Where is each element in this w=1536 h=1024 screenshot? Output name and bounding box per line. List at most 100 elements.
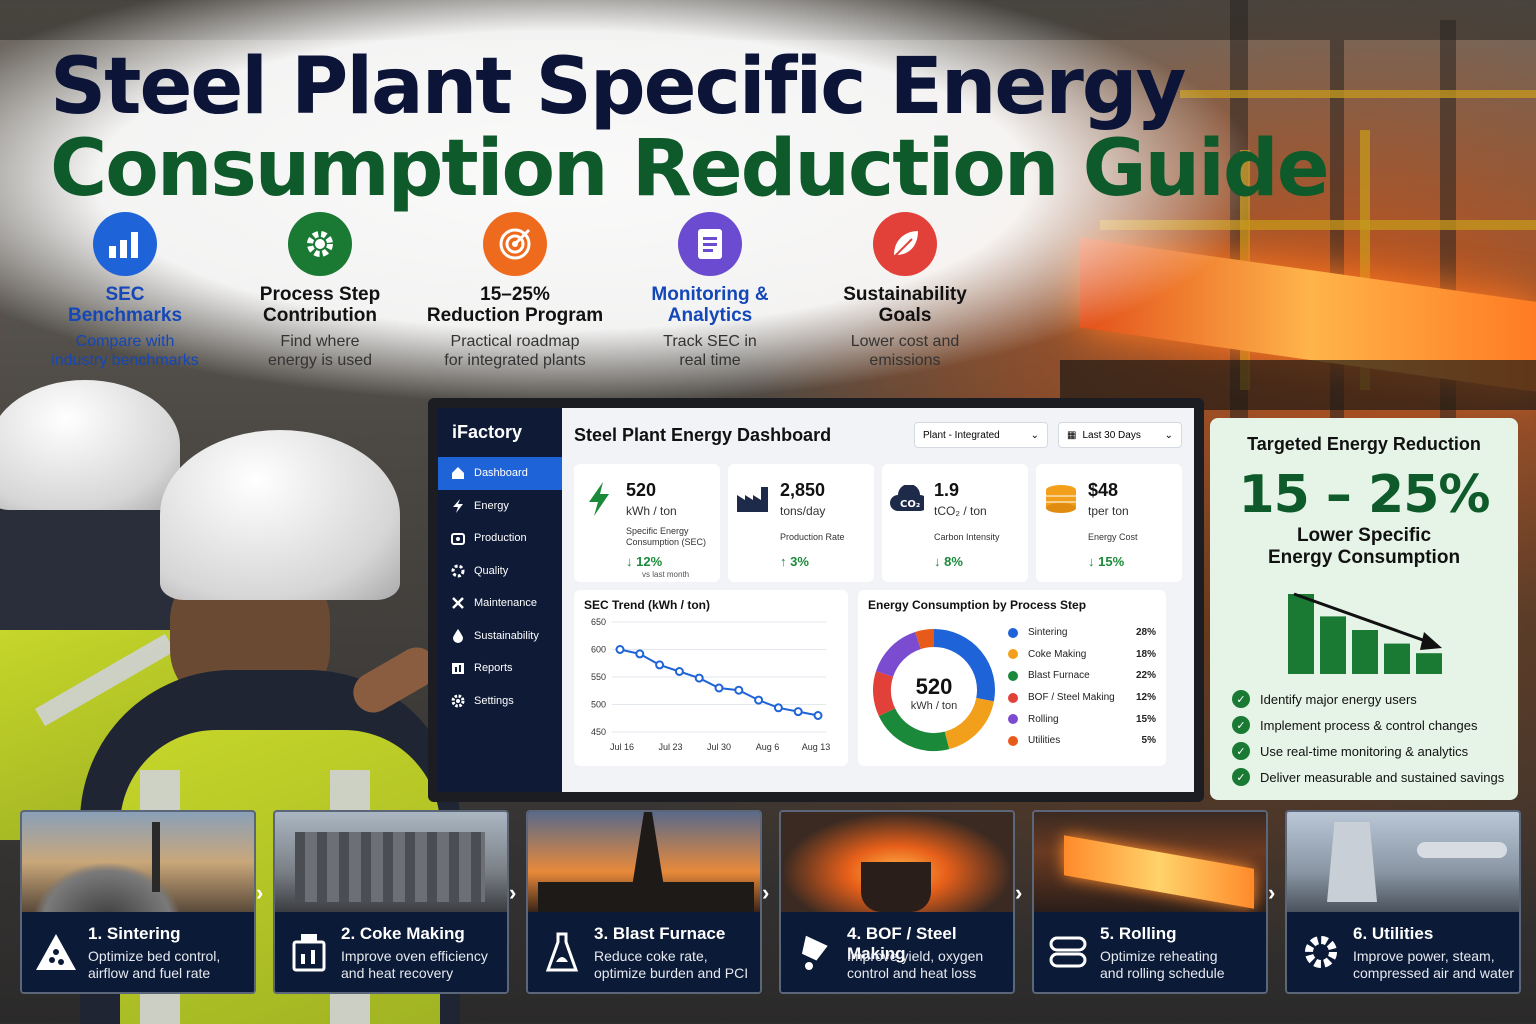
chevron-down-icon: ⌄ bbox=[1030, 429, 1039, 441]
data-point bbox=[793, 707, 803, 717]
legend-label: Utilities bbox=[1028, 735, 1061, 747]
legend-percent: 22% bbox=[1135, 670, 1156, 682]
feature-monitoring: Monitoring & Analytics Track SEC in real t… bbox=[615, 212, 805, 370]
feature-process-step: Process Step Contribution Find where energ… bbox=[225, 212, 415, 370]
downtrend-arrow-icon bbox=[1293, 592, 1435, 646]
feature-title-1: Sustainability bbox=[843, 284, 967, 305]
plant-select[interactable]: Plant - Integrated ⌄ bbox=[914, 422, 1048, 448]
blast-furnace-photo bbox=[528, 812, 760, 912]
kpi-card-sec: 520 kWh / ton Specific Energy Consumptio… bbox=[574, 464, 720, 582]
legend-percent: 12% bbox=[1135, 692, 1156, 704]
check-icon: ✓ bbox=[1232, 768, 1250, 786]
check-icon: ✓ bbox=[1232, 742, 1250, 760]
reduction-bar bbox=[1288, 594, 1314, 674]
step-desc-2: compressed air and water bbox=[1353, 965, 1515, 981]
ladle-icon bbox=[793, 930, 837, 974]
sidebar-item-dashboard[interactable]: Dashboard bbox=[438, 457, 562, 490]
sidebar-item-settings[interactable]: Settings bbox=[438, 685, 562, 718]
sidebar-item-production[interactable]: Production bbox=[438, 522, 562, 555]
donut-slice bbox=[873, 671, 896, 716]
feature-desc-2: energy is used bbox=[267, 352, 373, 369]
kpi-value: $48 bbox=[1088, 480, 1119, 500]
chevron-down-icon: ⌄ bbox=[1164, 429, 1173, 441]
gear-icon bbox=[1299, 930, 1343, 974]
legend-swatch bbox=[1008, 692, 1018, 703]
factory-icon bbox=[736, 482, 770, 516]
bolt-icon bbox=[450, 498, 466, 514]
data-point bbox=[734, 685, 744, 695]
feature-sec-benchmarks: SEC Benchmarks Compare with industry bench… bbox=[30, 212, 220, 370]
date-range-select[interactable]: ▦ Last 30 Days ⌄ bbox=[1058, 422, 1182, 448]
step-caption: 3. Blast Furnace Reduce coke rate, optimi… bbox=[528, 912, 760, 992]
oven-icon bbox=[287, 930, 331, 974]
feature-desc-2: real time bbox=[679, 352, 741, 369]
feature-reduction-program: 15–25% Reduction Program Practical roadma… bbox=[420, 212, 610, 370]
sidebar-item-quality[interactable]: Quality bbox=[438, 555, 562, 588]
kpi-unit: tons/day bbox=[780, 504, 826, 518]
step-caption: 1. Sintering Optimize bed control, airflo… bbox=[22, 912, 254, 992]
legend-label: Sintering bbox=[1028, 627, 1068, 639]
kpi-unit: kWh / ton bbox=[626, 504, 677, 518]
calendar-icon: ▦ bbox=[1067, 429, 1077, 441]
sec-trend-chart: 650 600 550 500 450 Jul 16 Jul 23 Jul 30 Aug 6 Au… bbox=[591, 617, 831, 752]
target-heading: Targeted Energy Reduction bbox=[1247, 434, 1481, 454]
kpi-unit: tper ton bbox=[1088, 504, 1129, 518]
donut-center-value: 520 bbox=[915, 674, 953, 699]
feature-sustainability: Sustainability Goals Lower cost and emissi… bbox=[810, 212, 1000, 370]
feature-title-2: Contribution bbox=[263, 305, 377, 326]
step-title: 3. Blast Furnace bbox=[594, 924, 726, 943]
legend-label: Blast Furnace bbox=[1028, 670, 1090, 682]
legend-swatch bbox=[1008, 649, 1018, 660]
step-desc-1: Improve power, steam, bbox=[1353, 948, 1495, 964]
check-label: Identify major energy users bbox=[1260, 691, 1417, 707]
feature-desc-1: Practical roadmap bbox=[450, 333, 580, 350]
arrow-head-icon bbox=[1420, 632, 1442, 650]
feature-title-1: Process Step bbox=[259, 284, 381, 305]
feature-title-1: SEC bbox=[105, 284, 145, 305]
step-desc-1: Optimize bed control, bbox=[88, 948, 221, 964]
check-label: Deliver measurable and sustained savings bbox=[1260, 769, 1505, 785]
sidebar-item-sustainability[interactable]: Sustainability bbox=[438, 620, 562, 653]
step-caption: 6. Utilities Improve power, steam, compre… bbox=[1287, 912, 1519, 992]
feature-title-2: Goals bbox=[878, 305, 932, 326]
step-title: 4. BOF / Steel Making bbox=[847, 924, 957, 963]
feature-desc-1: Find where bbox=[280, 333, 360, 350]
kpi-delta: ↓ 8% bbox=[934, 554, 963, 569]
tools-icon bbox=[450, 595, 466, 611]
legend-label: Rolling bbox=[1028, 713, 1059, 725]
donut-slice bbox=[875, 631, 922, 678]
sinter-icon bbox=[34, 930, 78, 974]
feature-title-2: Reduction Program bbox=[426, 305, 604, 326]
feature-desc-2: emissions bbox=[869, 352, 941, 369]
sidebar-item-energy[interactable]: Energy bbox=[438, 490, 562, 523]
co2-icon: CO₂ bbox=[890, 482, 924, 516]
sidebar-item-reports[interactable]: Reports bbox=[438, 652, 562, 685]
target-percent: 15 – 25% bbox=[1238, 465, 1490, 525]
step-card-blast-furnace: 3. Blast Furnace Reduce coke rate, optimi… bbox=[526, 810, 762, 994]
sidebar-item-maintenance[interactable]: Maintenance bbox=[438, 587, 562, 620]
step-card-bof: 4. BOF / Steel Making Improve yield, oxy… bbox=[779, 810, 1015, 994]
kpi-value: 1.9 bbox=[934, 480, 960, 500]
x-tick-label: Aug 13 bbox=[802, 742, 831, 752]
utilities-photo bbox=[1287, 812, 1519, 912]
energy-donut-chart bbox=[873, 629, 995, 751]
step-caption: 4. BOF / Steel Making Improve yield, oxy… bbox=[781, 912, 1013, 992]
step-title: 5. Rolling bbox=[1100, 924, 1177, 943]
dashboard-sidebar: iFactory Dashboard Energy Production Qua… bbox=[438, 408, 562, 792]
reduction-bar bbox=[1352, 630, 1378, 674]
step-title: 6. Utilities bbox=[1353, 924, 1434, 943]
feature-desc-1: Compare with bbox=[75, 333, 175, 350]
chevron-right-icon: › bbox=[256, 880, 264, 905]
chevron-right-icon: › bbox=[509, 880, 517, 905]
feature-desc-2: for integrated plants bbox=[444, 352, 586, 369]
check-item: ✓ Identify major energy users bbox=[1232, 686, 1504, 712]
step-title: 1. Sintering bbox=[88, 924, 181, 943]
step-desc-1: Optimize reheating bbox=[1100, 948, 1218, 964]
step-title: 2. Coke Making bbox=[341, 924, 465, 943]
donut-center-unit: kWh / ton bbox=[910, 700, 958, 712]
chart-panels: SEC Trend (kWh / ton) 650 600 550 500 450 Jul… bbox=[574, 590, 1182, 766]
camera-icon bbox=[450, 530, 466, 546]
energy-by-step-panel: Energy Consumption by Process Step 520 k… bbox=[858, 590, 1166, 766]
svg-text:CO₂: CO₂ bbox=[900, 499, 920, 510]
legend-label: Coke Making bbox=[1028, 648, 1087, 660]
